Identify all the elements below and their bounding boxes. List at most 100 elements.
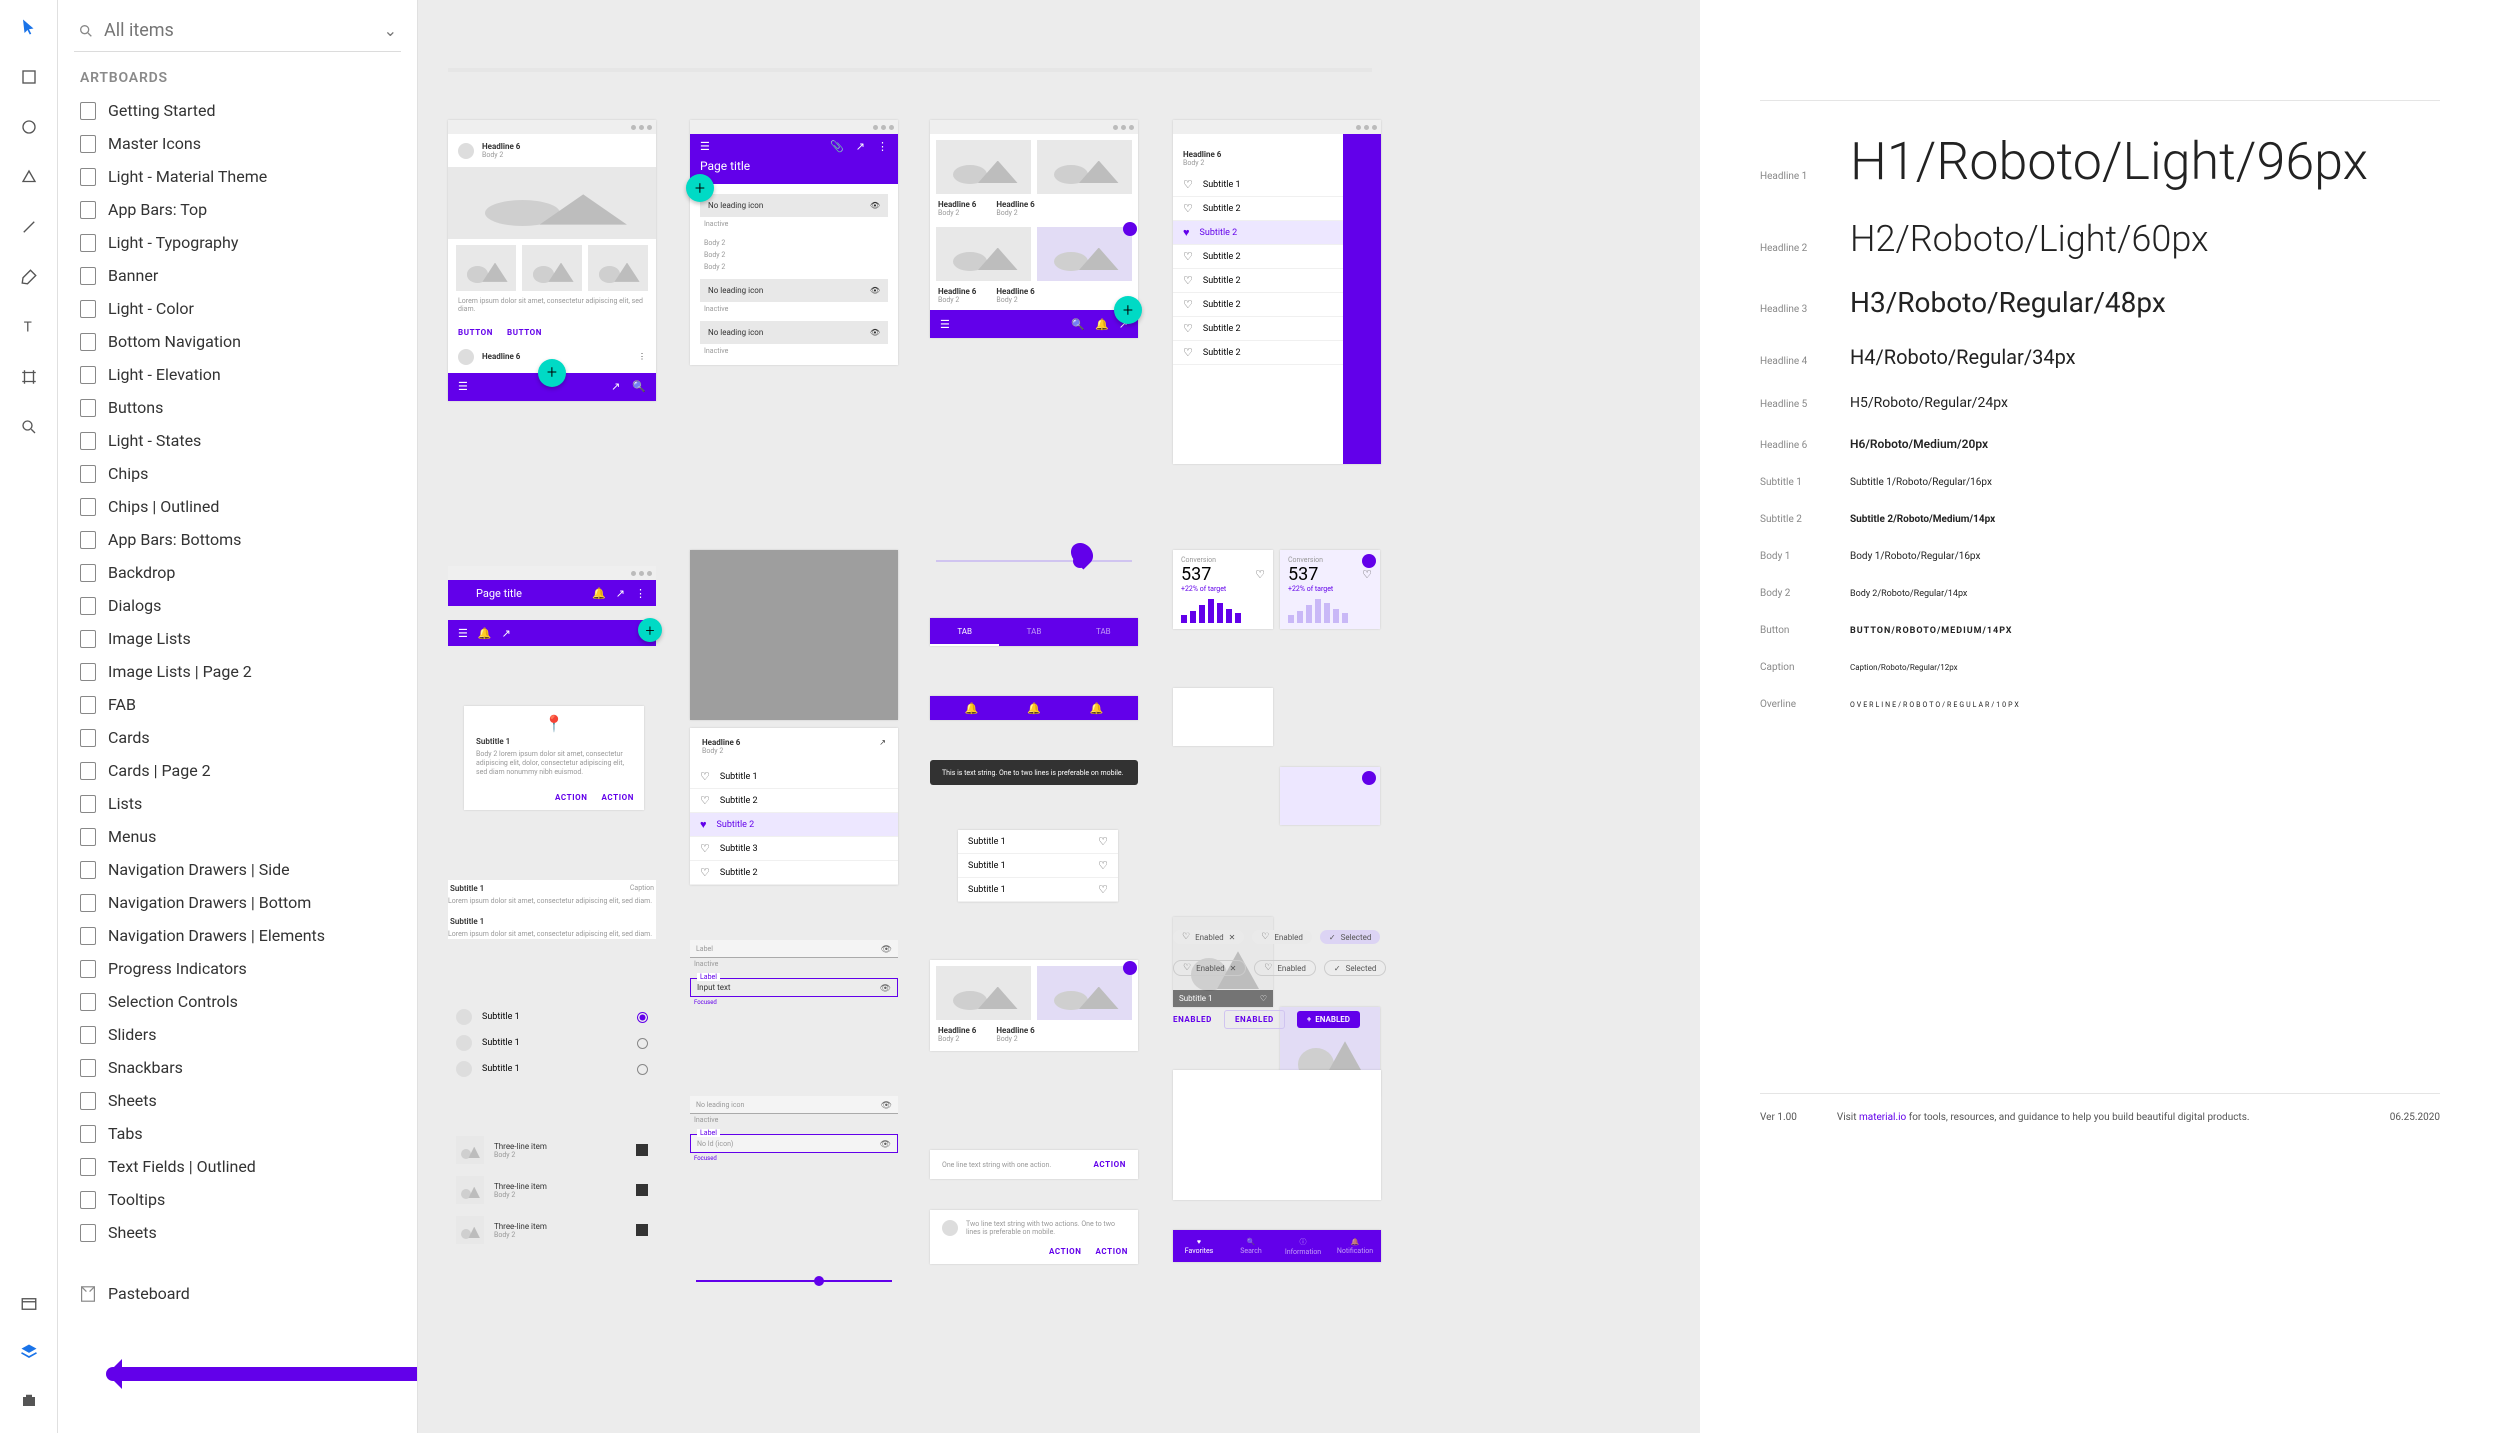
tree-item[interactable]: Navigation Drawers | Elements: [74, 919, 401, 952]
list-item[interactable]: Three-line itemBody 2: [448, 1210, 656, 1250]
nav-item[interactable]: ♡Subtitle 2: [1173, 293, 1343, 317]
artboard-appbars[interactable]: Page title🔔↗⋮ ☰🔔↗ +: [448, 566, 656, 646]
artboard-icon-bar[interactable]: 🔔 🔔 🔔: [930, 696, 1138, 720]
pasteboard-item[interactable]: Pasteboard: [74, 1277, 401, 1310]
bell-icon[interactable]: 🔔: [964, 702, 978, 715]
tree-item[interactable]: Tabs: [74, 1117, 401, 1150]
chip[interactable]: ♡Enabled✕: [1173, 930, 1244, 944]
chip[interactable]: ♡Enabled: [1252, 930, 1312, 944]
tree-item[interactable]: Light - Typography: [74, 226, 401, 259]
tree-item[interactable]: Light - Material Theme: [74, 160, 401, 193]
chevron-down-icon[interactable]: ⌄: [384, 21, 397, 40]
bell-icon[interactable]: 🔔: [592, 587, 606, 600]
bell-icon[interactable]: 🔔: [1027, 702, 1041, 715]
artboard-text-fields[interactable]: Label👁 Inactive LabelInput text👁 Focused: [690, 940, 898, 1006]
nav-item[interactable]: ♡Subtitle 2: [1173, 269, 1343, 293]
contained-button[interactable]: +ENABLED: [1297, 1011, 1360, 1028]
tab[interactable]: TAB: [1069, 618, 1138, 646]
share-icon[interactable]: ↗: [879, 738, 886, 755]
tab-active[interactable]: TAB: [930, 618, 999, 646]
tree-item[interactable]: Cards: [74, 721, 401, 754]
artboard-slider[interactable]: [930, 550, 1138, 604]
menu-icon[interactable]: ☰: [940, 318, 950, 331]
card-button[interactable]: BUTTON: [458, 328, 493, 337]
more-icon[interactable]: ⋮: [877, 140, 888, 153]
artboard-image-chips[interactable]: Headline 6Body 2 Headline 6Body 2: [930, 960, 1138, 1051]
line-tool[interactable]: [16, 214, 42, 240]
radio-option[interactable]: Subtitle 1: [448, 1004, 656, 1030]
tree-item[interactable]: Tooltips: [74, 1183, 401, 1216]
bell-icon[interactable]: 🔔: [1090, 702, 1104, 715]
nav-item[interactable]: ♡Subtitle 2: [690, 789, 898, 813]
tree-item[interactable]: Dialogs: [74, 589, 401, 622]
artboard-radios[interactable]: Subtitle 1 Subtitle 1 Subtitle 1: [448, 1004, 656, 1082]
artboard-tabs[interactable]: TAB TAB TAB: [930, 618, 1138, 646]
tree-item[interactable]: Light - Elevation: [74, 358, 401, 391]
fab-button[interactable]: +: [1114, 296, 1142, 324]
sheet-blank[interactable]: [1173, 1070, 1381, 1200]
nav-item[interactable]: ♡Subtitle 2: [1173, 245, 1343, 269]
outlined-button[interactable]: ENABLED: [1224, 1010, 1285, 1029]
text-tool[interactable]: T: [16, 314, 42, 340]
tree-item[interactable]: Progress Indicators: [74, 952, 401, 985]
list-item[interactable]: No leading icon👁: [700, 279, 888, 302]
bottom-navigation[interactable]: ♥Favorites 🔍Search ⓘInformation 🔔Notific…: [1173, 1230, 1381, 1262]
tree-item[interactable]: Backdrop: [74, 556, 401, 589]
artboard-subtitles[interactable]: Subtitle 1Caption Lorem ipsum dolor sit …: [448, 880, 656, 939]
banner-action[interactable]: ACTION: [1049, 1247, 1081, 1256]
nav-item[interactable]: ♡Subtitle 1: [690, 765, 898, 789]
nav-item[interactable]: ♡Subtitle 2: [1173, 317, 1343, 341]
tree-item[interactable]: Snackbars: [74, 1051, 401, 1084]
tree-item[interactable]: Image Lists | Page 2: [74, 655, 401, 688]
tree-item[interactable]: Getting Started: [74, 94, 401, 127]
more-icon[interactable]: ⋮: [635, 587, 646, 600]
tree-item[interactable]: FAB: [74, 688, 401, 721]
menu-item[interactable]: Subtitle 1♡: [958, 830, 1118, 854]
text-field-outlined[interactable]: LabelNo Id (icon)👁: [690, 1134, 898, 1153]
chip-outlined[interactable]: ♡Enabled: [1254, 960, 1316, 976]
tree-item[interactable]: App Bars: Top: [74, 193, 401, 226]
share-icon[interactable]: ↗: [856, 140, 865, 153]
banner-action[interactable]: ACTION: [1094, 1160, 1126, 1169]
menu-icon[interactable]: ☰: [458, 627, 468, 640]
artboard-sheet-grey[interactable]: [690, 550, 898, 720]
nav-item[interactable]: ♡Subtitle 2: [1173, 197, 1343, 221]
list-item[interactable]: No leading icon👁: [700, 321, 888, 344]
bottom-nav-item[interactable]: 🔍Search: [1225, 1230, 1277, 1262]
tree-item[interactable]: Text Fields | Outlined: [74, 1150, 401, 1183]
text-field-outlined[interactable]: LabelInput text👁: [690, 978, 898, 997]
tree-item[interactable]: Light - Color: [74, 292, 401, 325]
artboard-text-fields-2[interactable]: No leading icon👁 Inactive LabelNo Id (ic…: [690, 1096, 898, 1162]
banner-action[interactable]: ACTION: [1096, 1247, 1128, 1256]
tab[interactable]: TAB: [999, 618, 1068, 646]
chip-outlined[interactable]: ✓Selected: [1324, 960, 1386, 976]
nav-item[interactable]: ♡Subtitle 3: [690, 837, 898, 861]
nav-item-selected[interactable]: ♥Subtitle 2: [1173, 221, 1343, 245]
tree-item[interactable]: Navigation Drawers | Bottom: [74, 886, 401, 919]
card-button[interactable]: BUTTON: [507, 328, 542, 337]
artboard-tool[interactable]: [16, 364, 42, 390]
tree-item[interactable]: Chips | Outlined: [74, 490, 401, 523]
nav-item-selected[interactable]: ♥Subtitle 2: [690, 813, 898, 837]
tree-item[interactable]: Sheets: [74, 1084, 401, 1117]
search-icon[interactable]: 🔍: [1071, 318, 1085, 331]
radio-option[interactable]: Subtitle 1: [448, 1030, 656, 1056]
tree-item[interactable]: Navigation Drawers | Side: [74, 853, 401, 886]
tree-item[interactable]: Buttons: [74, 391, 401, 424]
artboard-card-list[interactable]: Headline 6Body 2 ↗ ♡Subtitle 1 ♡Subtitle…: [690, 728, 898, 885]
ellipse-tool[interactable]: [16, 114, 42, 140]
artboard-lists[interactable]: ☰📎↗⋮ Page title + No leading icon👁 Inact…: [690, 120, 898, 365]
tree-item[interactable]: Lists: [74, 787, 401, 820]
menu-icon[interactable]: ☰: [458, 380, 468, 393]
artboard-nav-drawer[interactable]: Headline 6Body 2 ♡Subtitle 1 ♡Subtitle 2…: [1173, 120, 1381, 464]
artboard-image-lists[interactable]: Headline 6Body 2 Headline 6Body 2 Headli…: [930, 120, 1138, 338]
swatch-purple[interactable]: [1280, 767, 1380, 825]
tree-item[interactable]: Banner: [74, 259, 401, 292]
menu-item[interactable]: Subtitle 1♡: [958, 854, 1118, 878]
share-icon[interactable]: ↗: [616, 587, 625, 600]
share-icon[interactable]: ↗: [502, 627, 511, 640]
list-item[interactable]: Three-line itemBody 2: [448, 1130, 656, 1170]
tree-item[interactable]: App Bars: Bottoms: [74, 523, 401, 556]
tree-item[interactable]: Sliders: [74, 1018, 401, 1051]
tree-item[interactable]: Image Lists: [74, 622, 401, 655]
